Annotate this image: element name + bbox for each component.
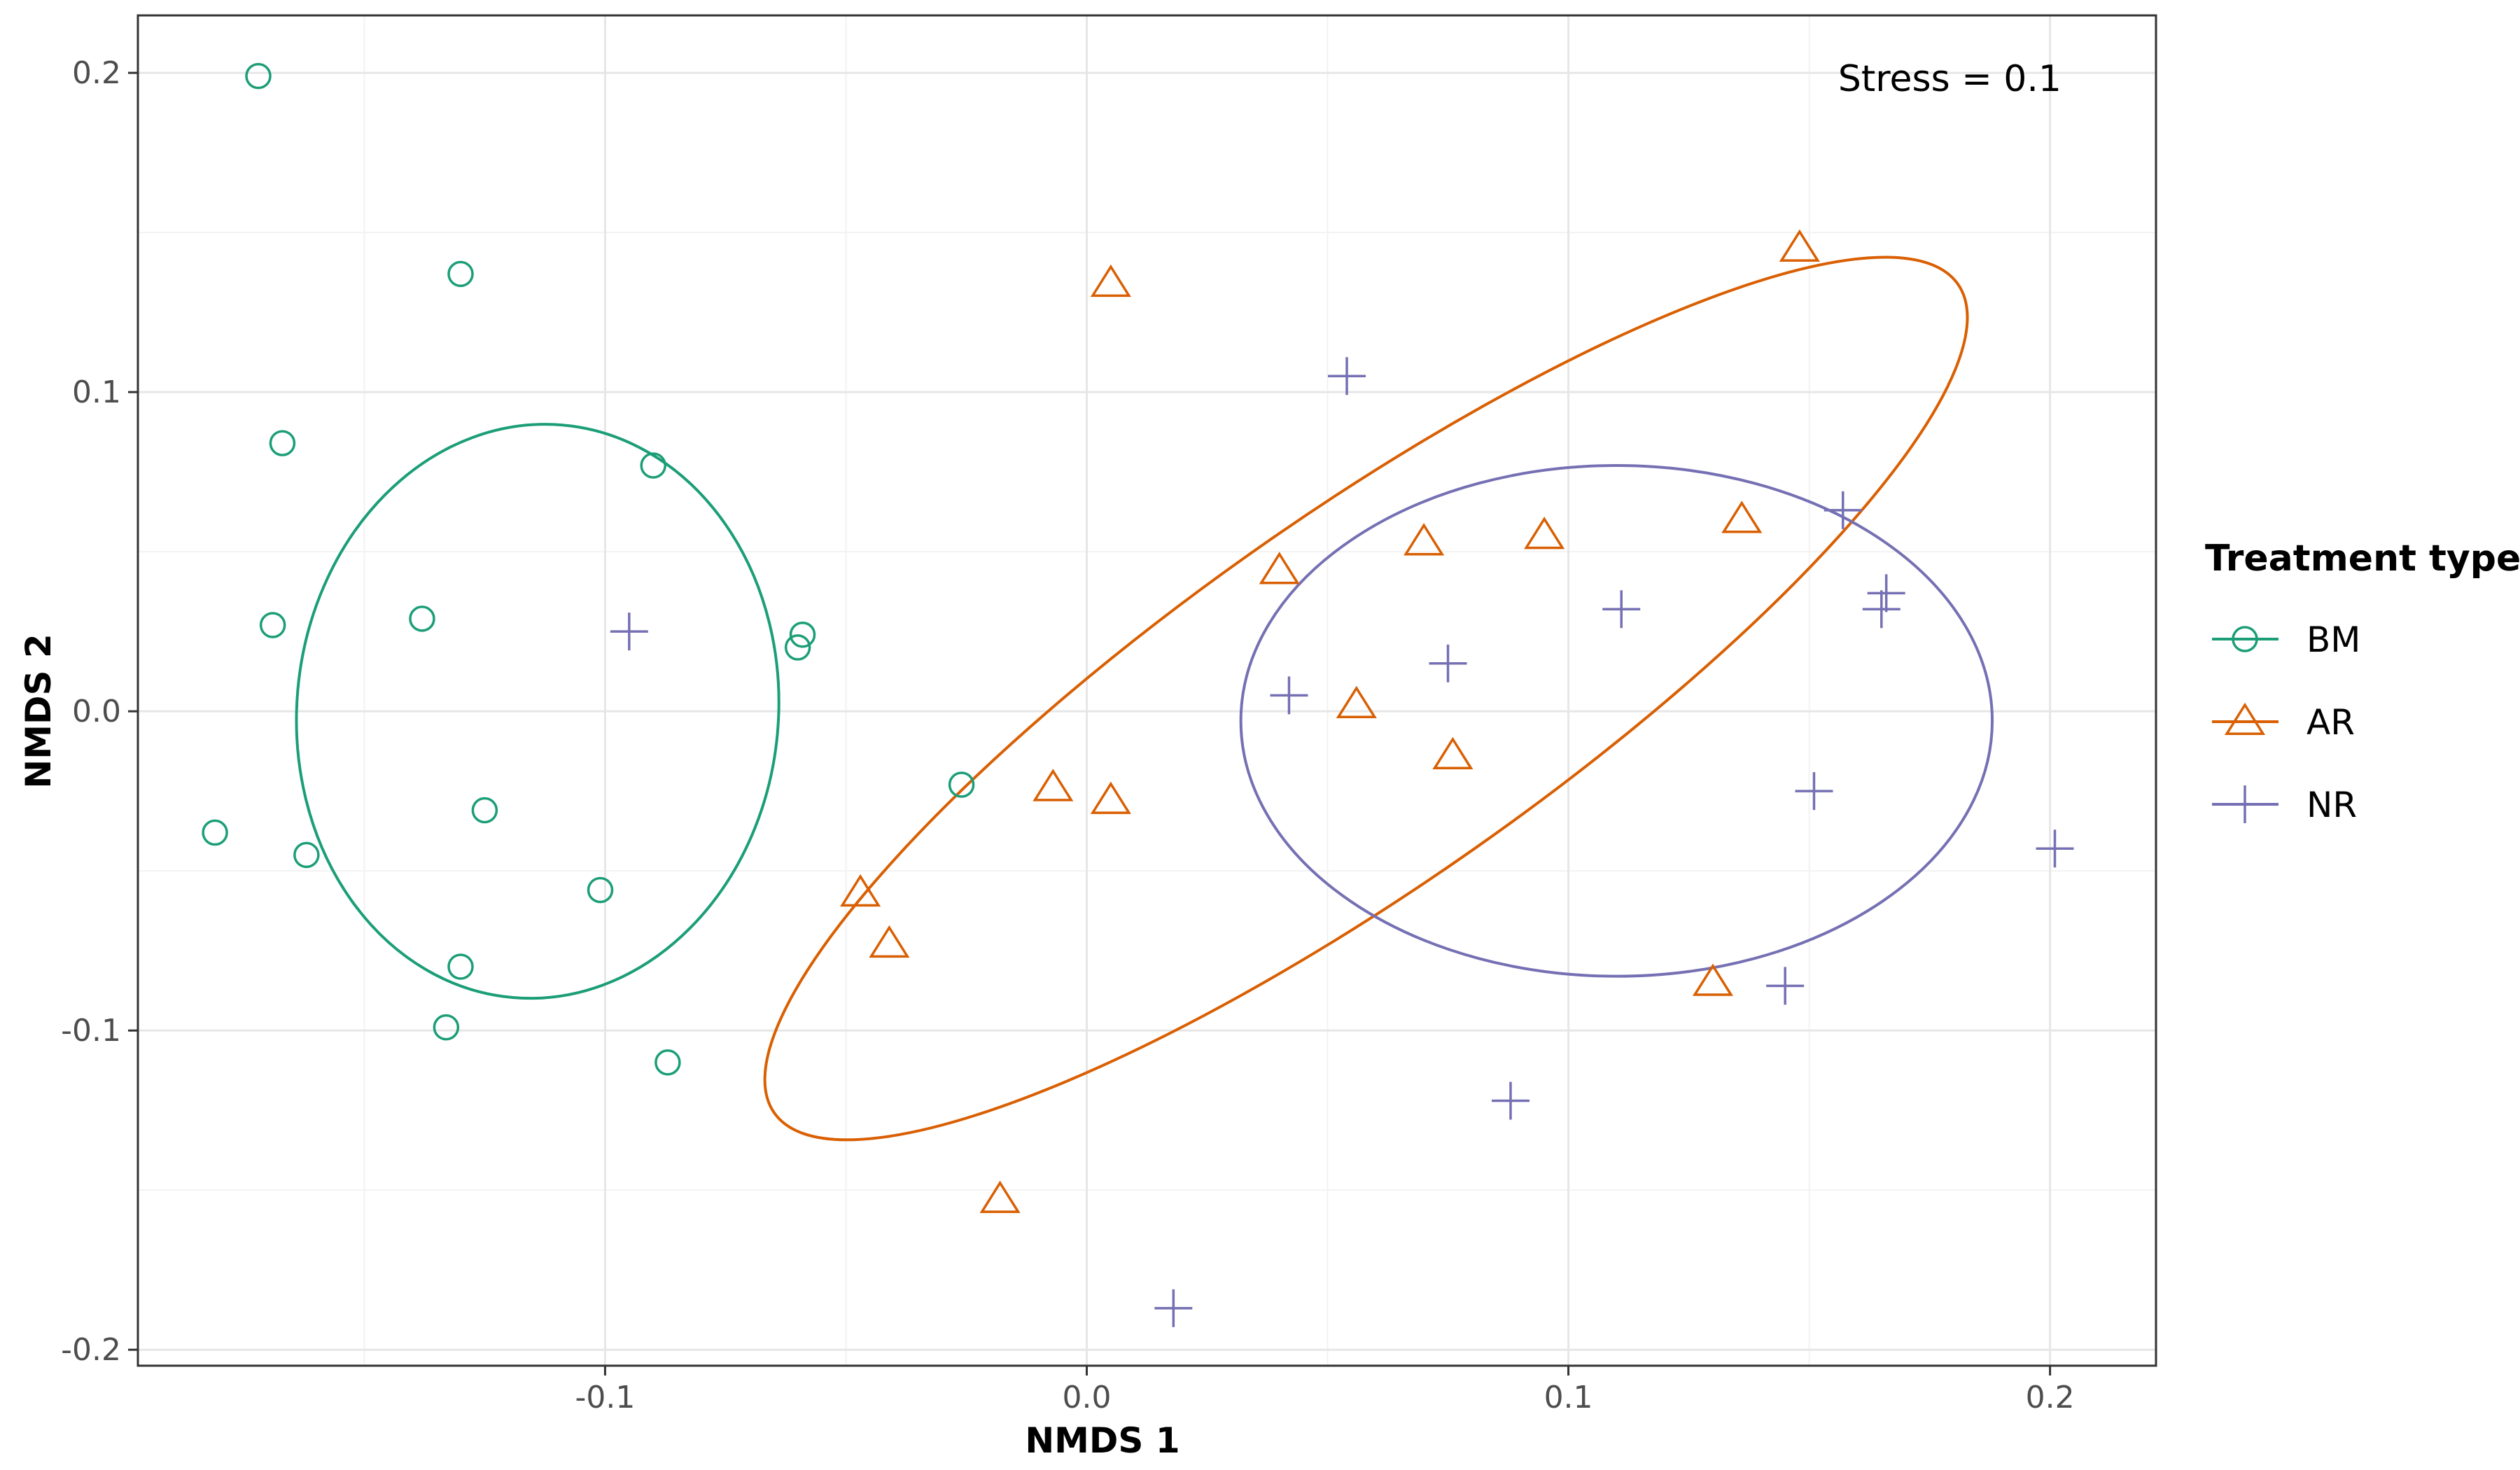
point-bm bbox=[654, 1049, 681, 1076]
point-bm bbox=[789, 621, 816, 648]
x-axis-title: NMDS 1 bbox=[1025, 1420, 1180, 1461]
legend-key-circle bbox=[2232, 626, 2258, 652]
legend-label: NR bbox=[2306, 785, 2357, 825]
point-nr bbox=[1766, 967, 1805, 1005]
point-nr bbox=[1328, 357, 1366, 396]
point-nr bbox=[1270, 676, 1308, 715]
point-nr bbox=[610, 612, 648, 651]
point-bm bbox=[259, 612, 286, 638]
point-ar bbox=[979, 1180, 1021, 1213]
legend-entries: BM AR NR bbox=[2212, 620, 2360, 825]
legend-label: BM bbox=[2306, 620, 2360, 660]
legend-label: AR bbox=[2306, 702, 2355, 743]
legend-entry-ar: AR bbox=[2212, 702, 2355, 743]
ellipse-ar bbox=[763, 255, 1969, 1142]
point-ar bbox=[1721, 500, 1763, 533]
point-ar bbox=[1432, 736, 1474, 770]
point-bm bbox=[587, 876, 614, 904]
point-ar bbox=[1336, 685, 1377, 719]
point-bm bbox=[784, 634, 811, 661]
point-bm bbox=[202, 819, 228, 846]
x-tick-label: 0.2 bbox=[2026, 1380, 2075, 1415]
point-bm bbox=[948, 771, 975, 798]
x-tick-label: 0.1 bbox=[1544, 1380, 1593, 1415]
point-ar bbox=[1524, 517, 1565, 550]
y-tick-label: 0.2 bbox=[72, 55, 121, 91]
point-ar bbox=[1032, 769, 1074, 802]
point-ar bbox=[1779, 229, 1820, 262]
legend-entry-nr: NR bbox=[2212, 785, 2357, 825]
point-bm bbox=[447, 953, 474, 980]
point-bm bbox=[471, 797, 498, 824]
legend-entry-bm: BM bbox=[2212, 620, 2360, 660]
point-bm bbox=[409, 606, 435, 632]
point-bm bbox=[433, 1014, 460, 1041]
data-points bbox=[202, 62, 2074, 1327]
series-bm bbox=[202, 62, 975, 1076]
point-ar bbox=[840, 874, 881, 907]
point-ar bbox=[1404, 523, 1445, 556]
x-tick-label: -0.1 bbox=[575, 1380, 635, 1415]
axis-ticks: -0.1 0.0 0.1 0.2 -0.2 -0.1 0.0 0.1 0.2 bbox=[61, 55, 2074, 1415]
point-nr bbox=[1823, 491, 1862, 529]
point-nr bbox=[1491, 1082, 1530, 1120]
ellipse-bm bbox=[295, 423, 780, 1000]
legend-key-plus bbox=[2226, 785, 2264, 823]
y-tick-label: 0.1 bbox=[72, 374, 121, 410]
legend-key-triangle bbox=[2224, 702, 2266, 736]
point-ar bbox=[1090, 264, 1131, 298]
y-tick-label: -0.1 bbox=[61, 1013, 121, 1049]
y-tick-label: 0.0 bbox=[72, 694, 121, 729]
point-nr bbox=[1795, 772, 1833, 811]
ellipse-nr bbox=[1239, 464, 1994, 978]
point-bm bbox=[245, 62, 272, 90]
series-nr bbox=[610, 357, 2074, 1327]
y-axis-title: NMDS 2 bbox=[18, 634, 59, 788]
point-nr bbox=[1862, 590, 1900, 629]
point-ar bbox=[1259, 552, 1300, 584]
point-nr bbox=[1602, 590, 1641, 629]
point-ar bbox=[1692, 963, 1734, 996]
stress-annotation: Stress = 0.1 bbox=[1838, 58, 2062, 100]
point-ar bbox=[869, 925, 910, 958]
confidence-ellipses bbox=[295, 255, 1994, 1142]
point-nr bbox=[1154, 1289, 1193, 1327]
legend: Treatment type BM AR NR bbox=[2205, 538, 2520, 825]
point-nr bbox=[1867, 574, 1905, 612]
panel-border bbox=[136, 14, 2157, 1367]
point-nr bbox=[2036, 830, 2074, 868]
grid bbox=[138, 15, 2156, 1366]
x-tick-label: 0.0 bbox=[1062, 1380, 1111, 1415]
legend-title: Treatment type bbox=[2205, 538, 2520, 580]
point-bm bbox=[447, 260, 474, 288]
point-nr bbox=[1429, 644, 1467, 682]
y-tick-label: -0.2 bbox=[61, 1332, 121, 1368]
point-bm bbox=[640, 452, 666, 479]
series-ar bbox=[840, 229, 1820, 1213]
point-bm bbox=[269, 430, 296, 456]
point-ar bbox=[1090, 781, 1131, 814]
point-bm bbox=[293, 841, 320, 869]
